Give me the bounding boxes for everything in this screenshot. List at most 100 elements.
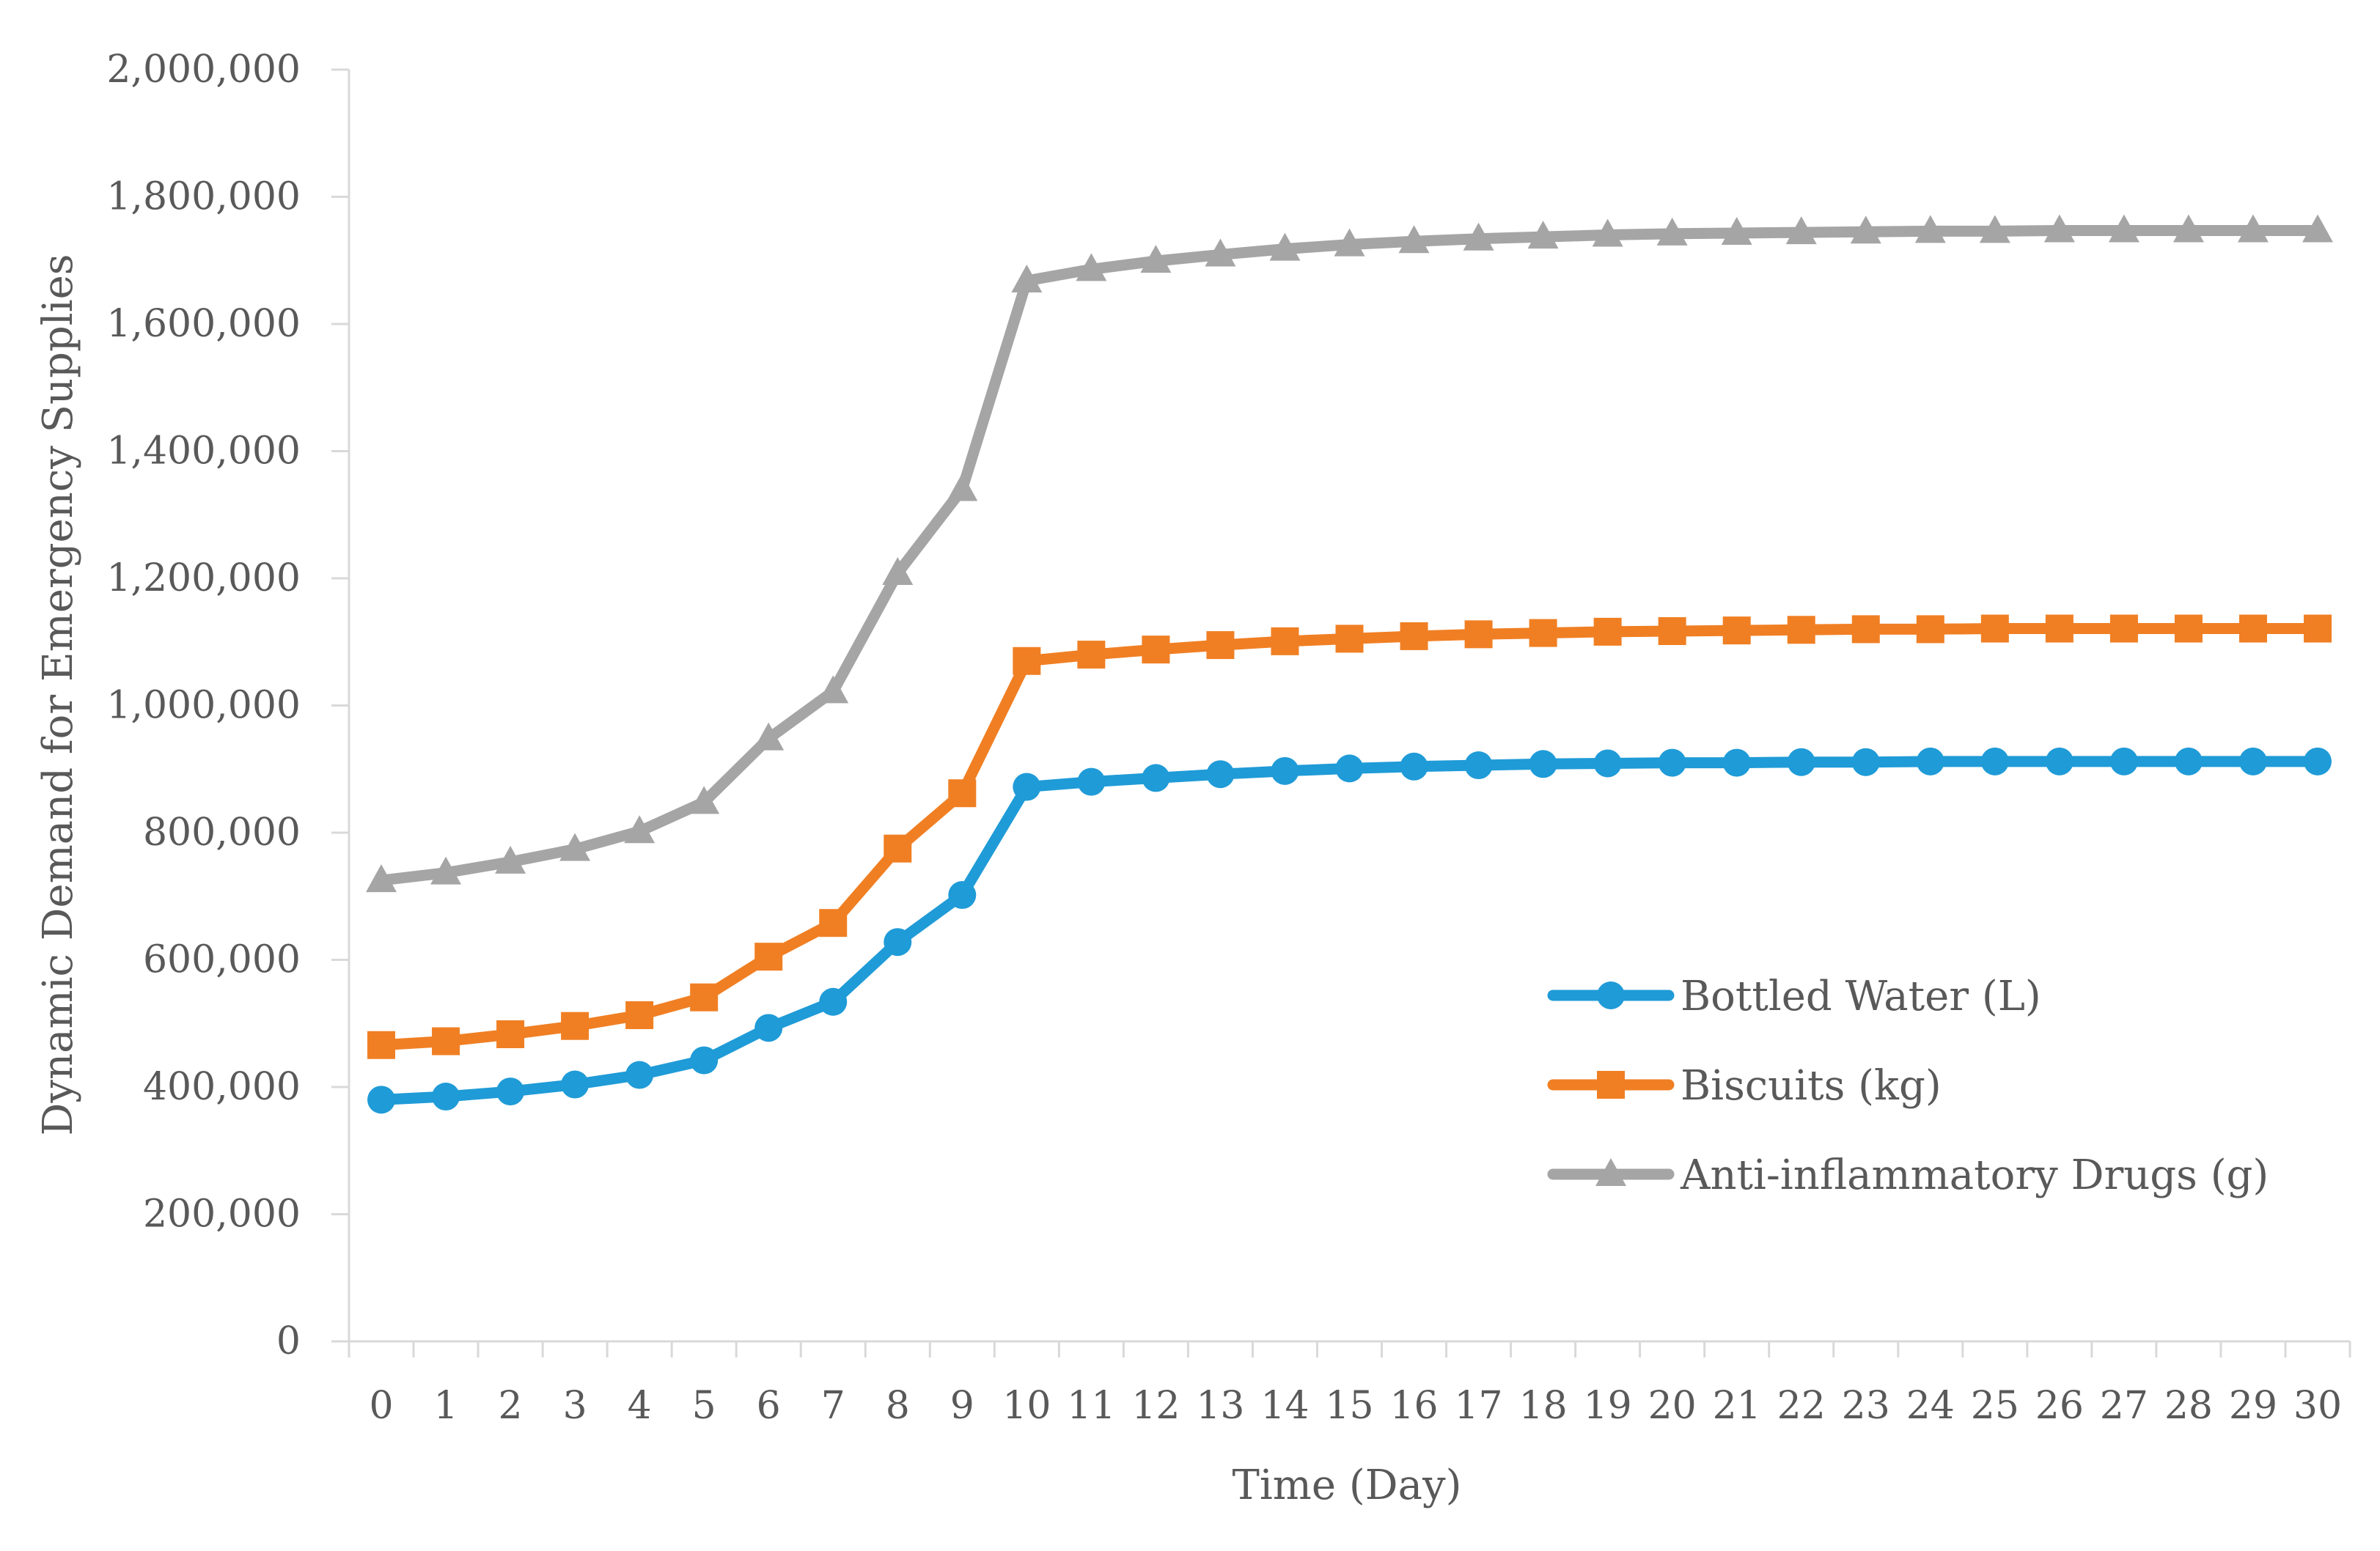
data-point: [1914, 215, 1946, 243]
data-point: [559, 833, 591, 861]
data-point: [1851, 615, 1880, 644]
data-point: [1980, 614, 2009, 643]
data-point: [430, 856, 462, 885]
data-point: [754, 943, 783, 971]
data-point: [1721, 216, 1752, 245]
y-tick-label: 1,600,000: [106, 302, 301, 346]
x-tick-label: 6: [757, 1384, 781, 1428]
data-point: [1850, 215, 1881, 244]
data-point: [1916, 615, 1944, 644]
data-point: [1013, 646, 1041, 675]
x-tick-label: 16: [1389, 1384, 1438, 1428]
data-point: [1658, 748, 1686, 777]
data-point: [1142, 764, 1170, 792]
data-point: [1013, 773, 1041, 801]
data-point: [1980, 747, 2009, 776]
data-point: [818, 675, 849, 704]
data-point: [1335, 625, 1364, 653]
data-point: [1271, 627, 1299, 655]
data-point: [1271, 756, 1299, 785]
data-point: [1592, 218, 1623, 247]
data-point: [367, 1031, 396, 1059]
data-point: [496, 1020, 525, 1048]
data-point: [1916, 747, 1944, 776]
data-point: [690, 983, 719, 1012]
data-point: [1269, 232, 1301, 261]
data-point: [882, 557, 914, 586]
y-axis-title: Dynamic Demand for Emergency Supplies: [34, 254, 82, 1136]
x-tick-label: 25: [1971, 1384, 2019, 1428]
x-axis-title: Time (Day): [1233, 1462, 1462, 1509]
x-tick-label: 26: [2035, 1384, 2084, 1428]
y-tick-label: 800,000: [143, 811, 301, 855]
x-tick-label: 22: [1777, 1384, 1826, 1428]
x-tick-label: 10: [1002, 1384, 1051, 1428]
data-point: [819, 909, 848, 937]
legend-swatch-marker: [1595, 1158, 1626, 1186]
data-point: [2237, 214, 2269, 243]
plot-area: [366, 214, 2333, 1114]
data-point: [1787, 616, 1815, 644]
data-point: [1785, 216, 1817, 245]
x-tick-label: 5: [692, 1384, 716, 1428]
data-point: [1722, 616, 1751, 645]
data-point: [2238, 747, 2267, 776]
x-tick-label: 24: [1906, 1384, 1955, 1428]
series-line: [375, 224, 2324, 886]
data-point: [561, 1012, 590, 1040]
y-tick-label: 2,000,000: [106, 48, 301, 92]
x-tick-label: 7: [821, 1384, 845, 1428]
x-tick-label: 21: [1713, 1384, 1761, 1428]
data-point: [625, 1061, 654, 1089]
data-point: [1787, 748, 1815, 776]
legend-swatch-marker: [1597, 1071, 1625, 1099]
series-circle: [367, 747, 2332, 1114]
data-point: [688, 786, 720, 814]
data-point: [1334, 228, 1365, 257]
data-point: [495, 845, 526, 874]
data-point: [1593, 749, 1622, 778]
data-point: [2238, 614, 2267, 643]
data-point: [947, 473, 978, 501]
legend-item: Biscuits (kg): [1547, 1062, 1942, 1110]
legend-label: Anti-inflammatory Drugs (g): [1680, 1152, 2269, 1199]
data-point: [690, 1046, 719, 1075]
data-point: [367, 1086, 396, 1114]
data-point: [754, 1014, 783, 1042]
y-tick-label: 1,400,000: [106, 430, 301, 474]
data-point: [2043, 214, 2075, 243]
data-point: [496, 1077, 525, 1106]
data-point: [1011, 265, 1043, 293]
data-point: [2109, 747, 2138, 776]
x-tick-label: 11: [1067, 1384, 1115, 1428]
x-tick-label: 19: [1584, 1384, 1632, 1428]
data-point: [948, 779, 977, 808]
data-point: [1400, 622, 1428, 650]
data-point: [1527, 221, 1559, 249]
data-point: [2174, 614, 2203, 643]
y-tick-label: 400,000: [143, 1065, 301, 1109]
data-point: [884, 834, 912, 863]
y-tick-label: 200,000: [143, 1193, 301, 1237]
data-point: [753, 722, 785, 751]
x-tick-label: 4: [628, 1384, 652, 1428]
x-tick-label: 28: [2164, 1384, 2213, 1428]
y-tick-label: 0: [276, 1319, 301, 1363]
x-axis: 0 1 2 3 4 5 6 7 8 9 10 11 12 13 14 15 16 17 18 19 20 21 22 23 24…: [348, 1340, 2351, 1428]
y-tick-label: 1,800,000: [106, 175, 301, 219]
legend-label: Bottled Water (L): [1681, 973, 2041, 1020]
data-point: [1464, 751, 1493, 780]
legend-swatch-marker: [1597, 981, 1625, 1009]
data-point: [1206, 760, 1235, 789]
x-tick-label: 13: [1196, 1384, 1244, 1428]
data-point: [2109, 614, 2138, 643]
data-point: [2174, 747, 2203, 776]
data-point: [2302, 214, 2333, 243]
data-point: [2045, 747, 2074, 776]
data-point: [819, 987, 848, 1016]
x-tick-label: 29: [2229, 1384, 2277, 1428]
data-point: [2108, 214, 2140, 243]
data-point: [1077, 767, 1106, 796]
data-point: [2045, 614, 2074, 643]
